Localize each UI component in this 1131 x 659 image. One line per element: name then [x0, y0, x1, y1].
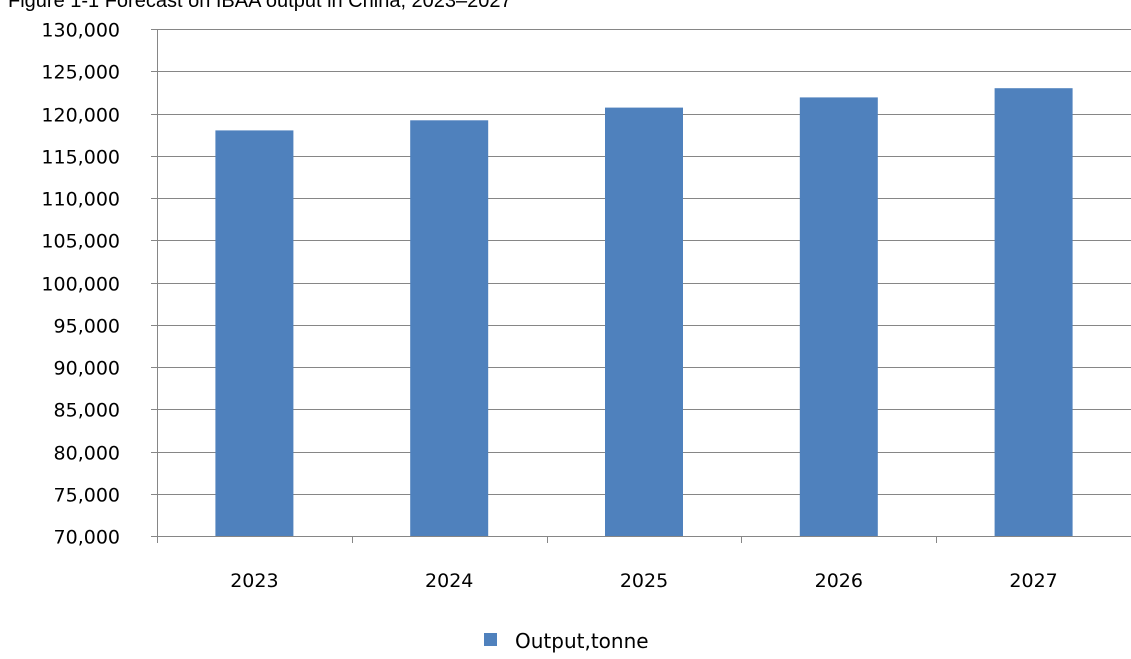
y-tick-label: 75,000 — [54, 485, 120, 507]
bar-2023 — [215, 130, 294, 536]
legend-swatch — [484, 633, 497, 646]
x-tick-label: 2026 — [815, 570, 863, 592]
x-tick-label: 2025 — [620, 570, 668, 592]
y-tick-label: 130,000 — [41, 20, 120, 42]
y-tick-label: 80,000 — [54, 443, 120, 465]
bar-2024 — [410, 120, 489, 537]
y-tick-label: 95,000 — [54, 316, 120, 338]
y-tick-label: 85,000 — [54, 400, 120, 422]
bar-2026 — [799, 97, 878, 537]
x-tick-label: 2023 — [230, 570, 278, 592]
y-tick-labels: 70,000 75,000 80,000 85,000 90,000 95,000 100,… — [41, 20, 120, 549]
y-tick-label: 115,000 — [41, 147, 120, 169]
y-tick-label: 120,000 — [41, 105, 120, 127]
chart-title: Figure 1-1 Forecast on IBAA output in Ch… — [8, 0, 512, 12]
x-tick-label: 2027 — [1009, 570, 1057, 592]
y-tick-label: 125,000 — [41, 62, 120, 84]
legend: Output,tonne — [484, 629, 649, 653]
x-tick-labels: 2023 2024 2025 2026 2027 — [230, 570, 1058, 592]
bar-2027 — [994, 88, 1073, 536]
legend-label: Output,tonne — [515, 629, 649, 653]
y-tick-label: 70,000 — [54, 527, 120, 549]
y-tick-label: 105,000 — [41, 231, 120, 253]
axes — [151, 29, 1131, 543]
y-tick-label: 90,000 — [54, 358, 120, 380]
y-tick-label: 100,000 — [41, 274, 120, 296]
y-tick-label: 110,000 — [41, 189, 120, 211]
bar-2025 — [605, 107, 683, 536]
bars — [215, 88, 1073, 537]
x-tick-label: 2024 — [425, 570, 473, 592]
